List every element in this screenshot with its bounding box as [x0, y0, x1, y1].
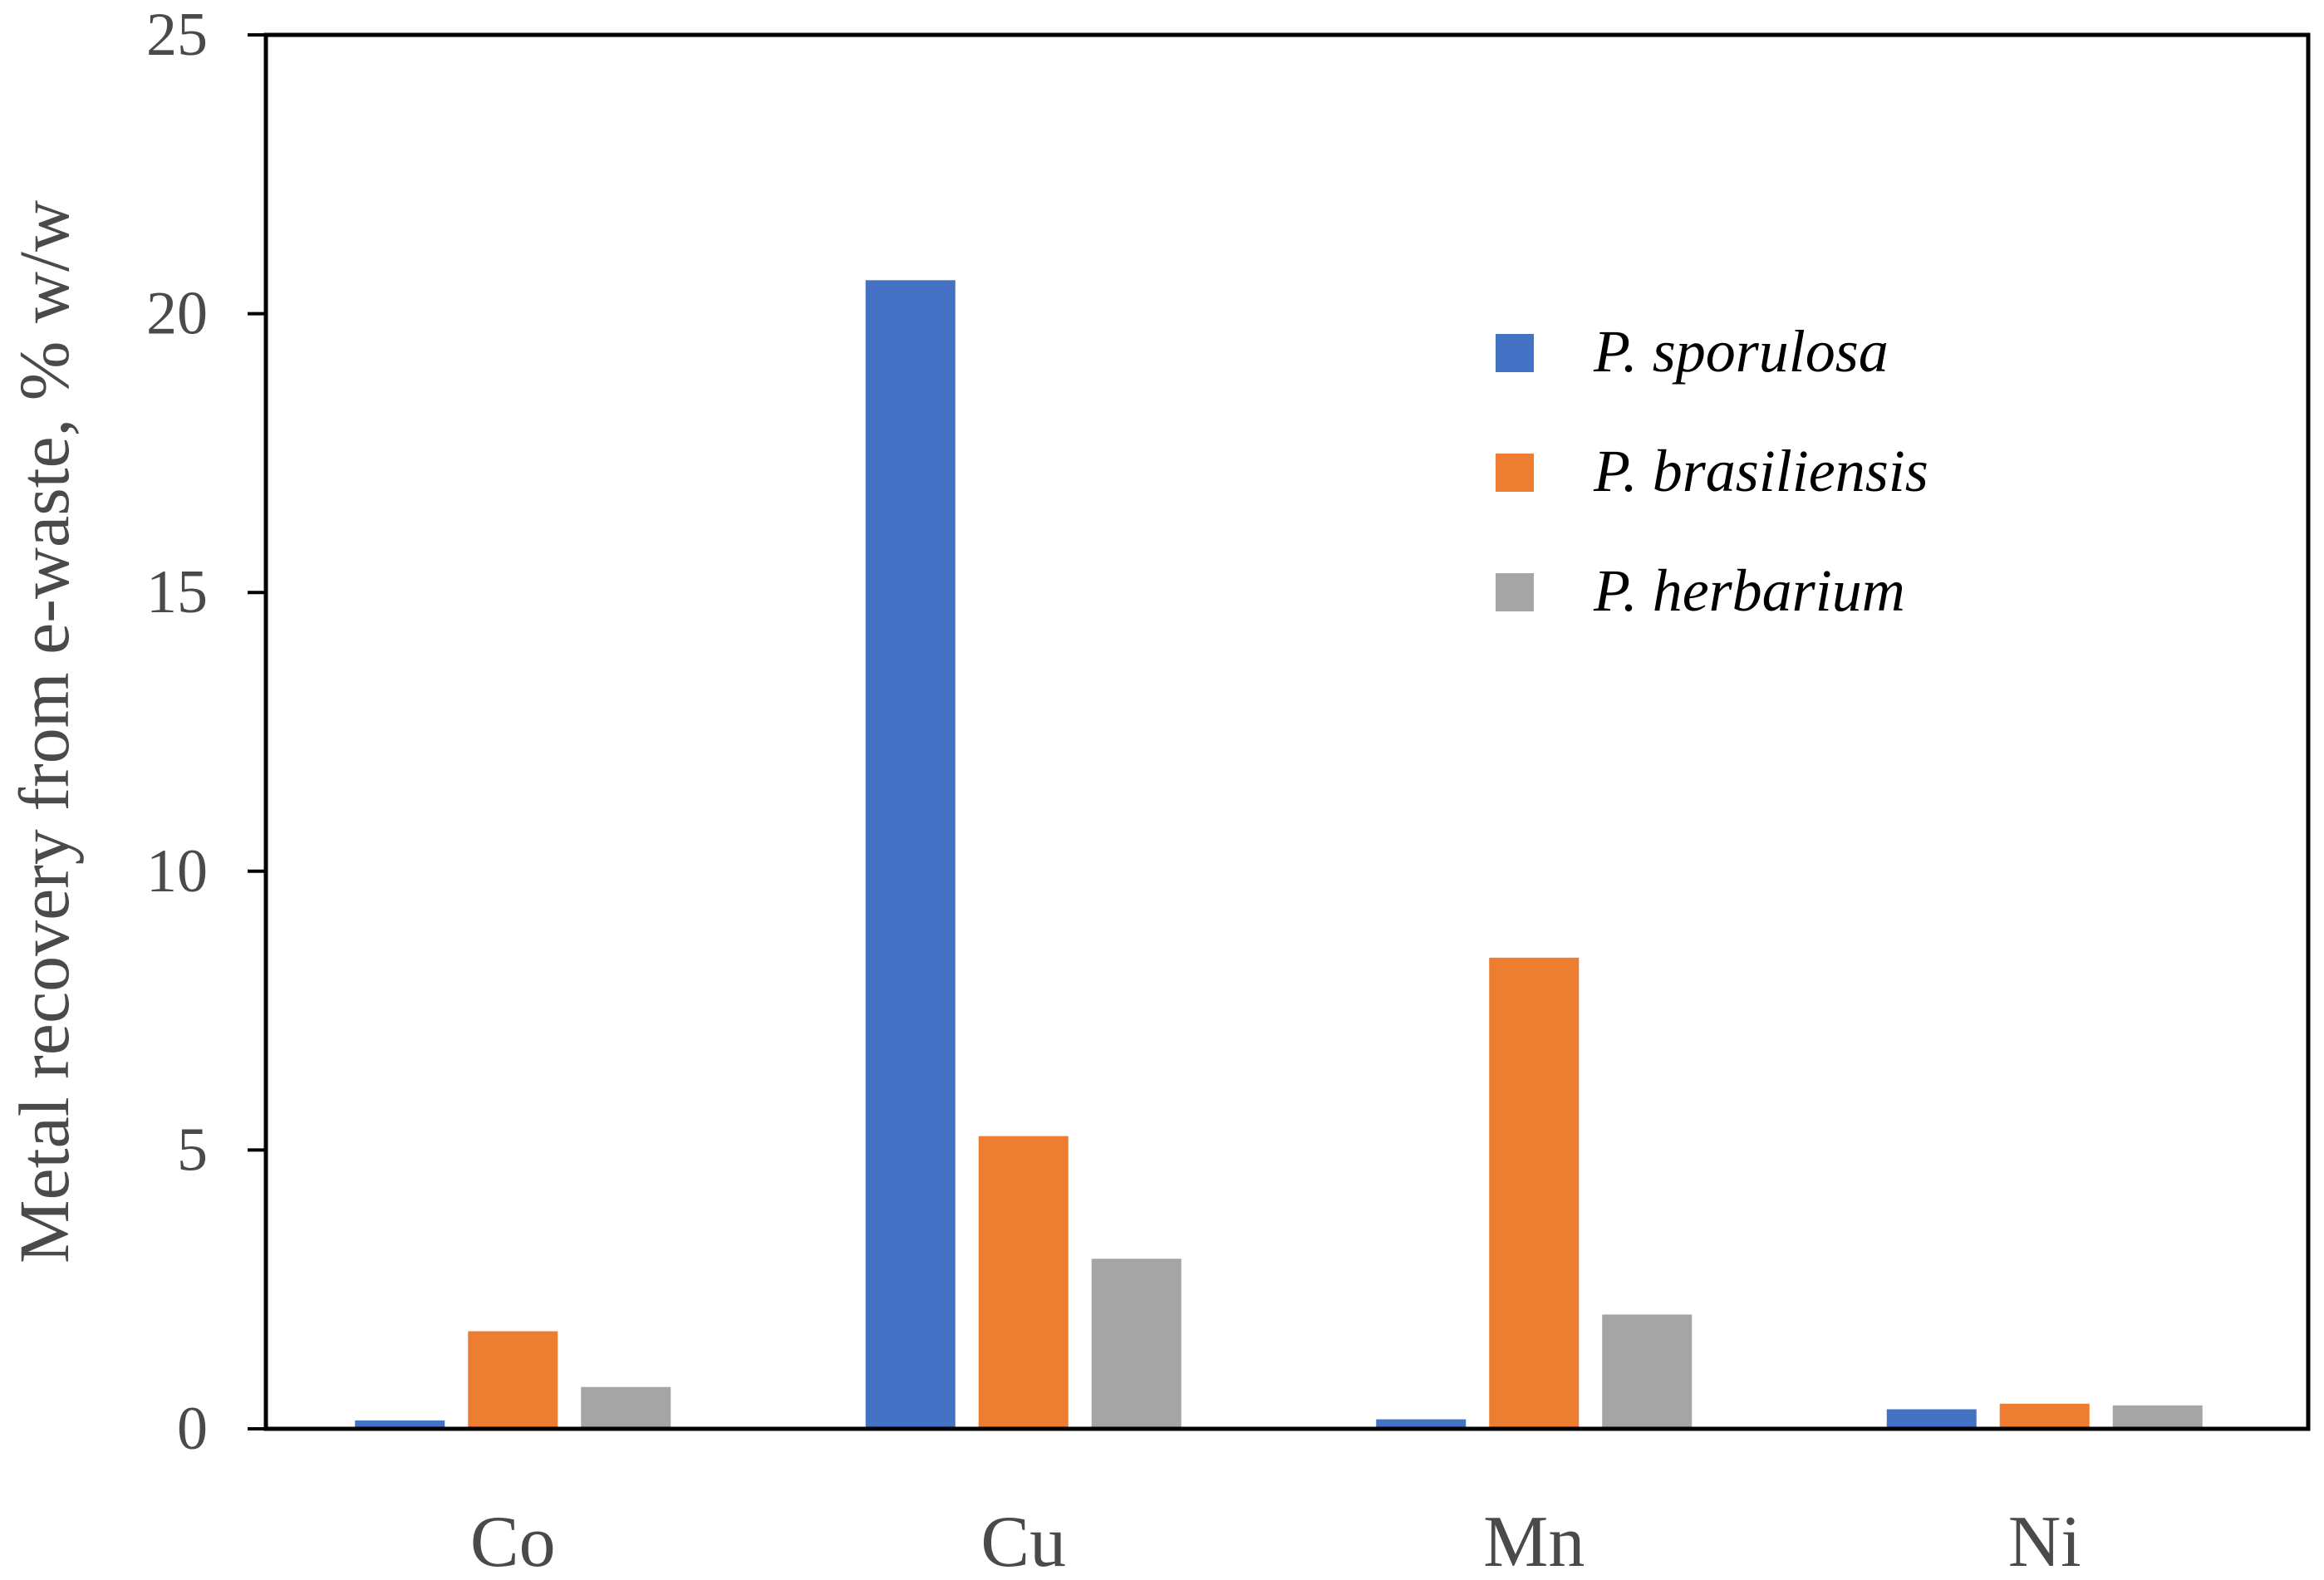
- y-tick-label: 10: [146, 837, 208, 905]
- x-category-label: Co: [470, 1502, 556, 1580]
- bar-mn-3: [1602, 1314, 1693, 1429]
- bars: [355, 280, 2203, 1429]
- legend-label-2: P. brasiliensis: [1593, 438, 1928, 504]
- y-tick-label: 0: [177, 1395, 208, 1463]
- bar-co-3: [581, 1386, 671, 1429]
- bar-co-1: [355, 1420, 445, 1429]
- y-tick-label: 25: [146, 1, 208, 69]
- legend[interactable]: P. sporulosa P. brasiliensis P. herbarium: [1496, 318, 1928, 624]
- legend-swatch-2: [1496, 454, 1534, 492]
- y-tick-label: 15: [146, 558, 208, 626]
- x-axis-categories: Co Cu Mn Ni: [470, 1502, 2081, 1580]
- y-tick-label: 5: [177, 1116, 208, 1184]
- x-category-label: Ni: [2008, 1502, 2081, 1580]
- x-category-label: Mn: [1483, 1502, 1585, 1580]
- plot-frame: [263, 32, 2311, 1431]
- legend-swatch-3: [1496, 573, 1534, 611]
- legend-label-3: P. herbarium: [1593, 557, 1905, 624]
- x-category-label: Cu: [980, 1502, 1066, 1580]
- bar-ni-1: [1886, 1409, 1977, 1429]
- bar-co-2: [468, 1331, 558, 1429]
- legend-swatch-1: [1496, 334, 1534, 372]
- bar-ni-3: [2112, 1405, 2203, 1429]
- legend-label-1: P. sporulosa: [1593, 318, 1889, 385]
- bar-cu-2: [978, 1136, 1069, 1429]
- bar-cu-1: [865, 280, 956, 1429]
- bar-ni-2: [1999, 1403, 2090, 1429]
- bar-mn-2: [1489, 957, 1580, 1429]
- y-axis-ticks: 0 5 10 15 20 25: [146, 1, 266, 1463]
- y-tick-label: 20: [146, 280, 208, 348]
- bar-mn-1: [1376, 1419, 1467, 1429]
- y-axis-label: Metal recovery from e-waste, % w/w: [4, 200, 84, 1264]
- bar-cu-3: [1091, 1259, 1182, 1429]
